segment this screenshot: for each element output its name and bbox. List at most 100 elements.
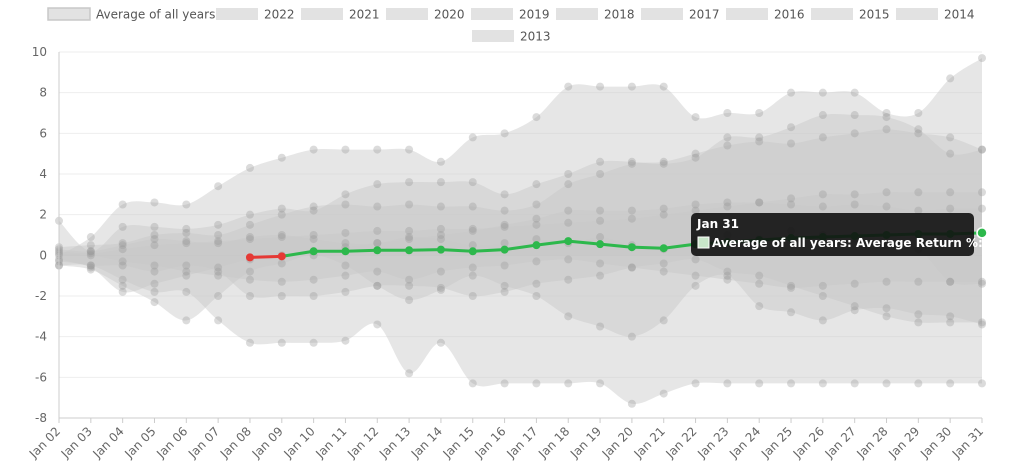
year-point-2022[interactable] [500, 222, 509, 231]
year-point-2013[interactable] [373, 320, 382, 329]
year-point-2019[interactable] [468, 226, 477, 235]
year-point-2018[interactable] [341, 200, 350, 209]
year-point-2015[interactable] [755, 271, 764, 280]
year-point-2018[interactable] [182, 228, 191, 237]
year-point-2020[interactable] [405, 233, 414, 242]
year-point-2021[interactable] [723, 275, 732, 284]
year-point-2017[interactable] [436, 285, 445, 294]
year-point-2019[interactable] [914, 206, 923, 215]
year-point-2022[interactable] [627, 214, 636, 223]
legend-item[interactable]: 2020 [386, 8, 465, 22]
year-point-2016[interactable] [214, 220, 223, 229]
year-point-2016[interactable] [787, 123, 796, 132]
year-point-2014[interactable] [86, 233, 95, 242]
year-point-2013[interactable] [691, 379, 700, 388]
average-point[interactable] [627, 243, 636, 252]
year-point-2017[interactable] [946, 312, 955, 321]
year-point-2017[interactable] [150, 298, 159, 307]
year-point-2020[interactable] [596, 233, 605, 242]
year-point-2020[interactable] [118, 241, 127, 250]
year-point-2018[interactable] [564, 180, 573, 189]
year-point-2020[interactable] [946, 277, 955, 286]
year-point-2022[interactable] [914, 188, 923, 197]
year-point-2021[interactable] [118, 257, 127, 266]
year-point-2018[interactable] [500, 206, 509, 215]
year-point-2016[interactable] [436, 178, 445, 187]
year-point-2014[interactable] [723, 109, 732, 117]
year-point-2013[interactable] [405, 369, 414, 378]
year-point-2017[interactable] [118, 281, 127, 290]
year-point-2019[interactable] [659, 204, 668, 213]
year-point-2018[interactable] [627, 159, 636, 168]
average-point[interactable] [373, 246, 382, 255]
year-point-2017[interactable] [564, 312, 573, 321]
year-point-2013[interactable] [627, 399, 636, 408]
year-point-2019[interactable] [755, 198, 764, 207]
year-point-2013[interactable] [245, 338, 254, 347]
year-point-2016[interactable] [118, 222, 127, 231]
year-point-2019[interactable] [723, 198, 732, 207]
year-point-2022[interactable] [659, 210, 668, 219]
year-point-2014[interactable] [787, 88, 796, 97]
year-point-2014[interactable] [405, 145, 414, 154]
year-point-2021[interactable] [436, 267, 445, 276]
year-point-2019[interactable] [882, 202, 891, 211]
year-point-2016[interactable] [150, 222, 159, 231]
year-point-2018[interactable] [436, 202, 445, 211]
year-point-2021[interactable] [596, 259, 605, 268]
year-point-2015[interactable] [245, 292, 254, 300]
average-point[interactable] [277, 252, 286, 261]
year-point-2022[interactable] [373, 226, 382, 235]
year-point-2022[interactable] [723, 202, 732, 211]
year-point-2019[interactable] [691, 200, 700, 209]
year-point-2013[interactable] [532, 379, 541, 388]
year-point-2016[interactable] [850, 111, 859, 120]
year-point-2018[interactable] [659, 157, 668, 166]
legend-item[interactable]: 2017 [641, 8, 720, 22]
year-point-2013[interactable] [723, 379, 732, 388]
year-point-2017[interactable] [882, 304, 891, 313]
year-point-2021[interactable] [500, 261, 509, 270]
year-point-2018[interactable] [882, 125, 891, 134]
year-point-2016[interactable] [86, 247, 95, 256]
year-point-2020[interactable] [373, 239, 382, 248]
year-point-2022[interactable] [691, 206, 700, 215]
year-point-2021[interactable] [214, 271, 223, 280]
year-point-2013[interactable] [214, 316, 223, 325]
year-point-2019[interactable] [596, 206, 605, 215]
year-point-2018[interactable] [468, 202, 477, 211]
year-point-2016[interactable] [564, 170, 573, 178]
year-point-2021[interactable] [659, 267, 668, 276]
year-point-2018[interactable] [691, 149, 700, 158]
year-point-2021[interactable] [532, 257, 541, 266]
year-point-2017[interactable] [691, 281, 700, 290]
year-point-2014[interactable] [245, 163, 254, 172]
year-point-2015[interactable] [723, 267, 732, 276]
year-point-2017[interactable] [500, 281, 509, 290]
year-point-2021[interactable] [755, 279, 764, 288]
legend-item[interactable]: 2015 [811, 8, 890, 22]
year-point-2016[interactable] [659, 159, 668, 168]
year-point-2015[interactable] [818, 292, 827, 300]
year-point-2013[interactable] [850, 379, 859, 388]
year-point-2019[interactable] [86, 263, 95, 272]
legend-item[interactable]: Average of all years [47, 7, 215, 22]
year-point-2014[interactable] [596, 82, 605, 91]
year-point-2022[interactable] [405, 226, 414, 235]
year-point-2014[interactable] [882, 109, 891, 117]
year-point-2016[interactable] [596, 157, 605, 166]
year-point-2022[interactable] [341, 228, 350, 237]
year-point-2016[interactable] [946, 149, 955, 158]
legend-item[interactable]: 2016 [726, 8, 805, 22]
year-point-2014[interactable] [277, 153, 286, 162]
year-point-2015[interactable] [850, 302, 859, 311]
year-point-2016[interactable] [245, 210, 254, 219]
year-point-2022[interactable] [755, 198, 764, 207]
year-point-2016[interactable] [723, 133, 732, 142]
year-point-2013[interactable] [341, 336, 350, 345]
year-point-2014[interactable] [436, 157, 445, 166]
year-point-2013[interactable] [882, 379, 891, 388]
average-point[interactable] [405, 246, 414, 255]
year-point-2013[interactable] [755, 379, 764, 388]
year-point-2014[interactable] [978, 54, 986, 63]
